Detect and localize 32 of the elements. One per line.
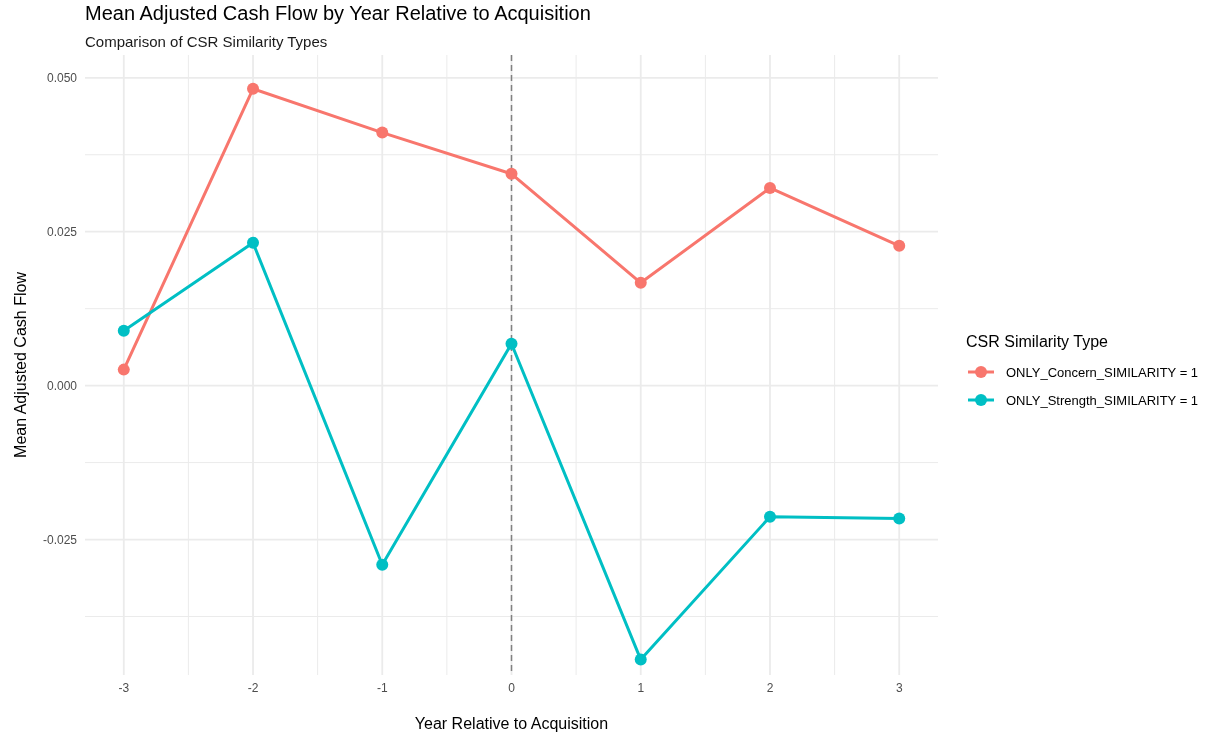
point	[634, 653, 647, 666]
y-tick-label: 0.025	[46, 224, 78, 239]
point	[763, 510, 776, 523]
x-axis-title: Year Relative to Acquisition	[414, 715, 609, 732]
point	[505, 337, 518, 350]
legend-label: ONLY_Concern_SIMILARITY = 1	[1006, 364, 1199, 380]
point	[117, 363, 130, 376]
point	[376, 126, 389, 139]
chart-title: Mean Adjusted Cash Flow by Year Relative to Acquisition	[85, 2, 591, 24]
y-tick-label: -0.025	[42, 532, 78, 547]
x-tick-label: -3	[118, 681, 130, 695]
chart-subtitle: Comparison of CSR Similarity Types	[85, 33, 328, 50]
point	[893, 239, 906, 252]
point	[763, 181, 776, 194]
legend-label: ONLY_Strength_SIMILARITY = 1	[1006, 392, 1199, 408]
x-tick-label: 1	[637, 681, 645, 695]
point	[634, 276, 647, 289]
point	[893, 512, 906, 525]
point	[247, 82, 260, 95]
y-tick-label: 0.000	[46, 378, 78, 393]
x-tick-label: 2	[766, 681, 774, 695]
point	[247, 236, 260, 249]
x-tick-label: 0	[508, 681, 516, 695]
x-tick-label: 3	[895, 681, 903, 695]
y-axis-title: Mean Adjusted Cash Flow	[12, 271, 29, 458]
x-tick-label: -2	[247, 681, 259, 695]
point	[376, 558, 389, 571]
y-tick-label: 0.050	[46, 70, 78, 85]
point	[505, 167, 518, 180]
legend-title: CSR Similarity Type	[966, 333, 1109, 350]
x-tick-label: -1	[376, 681, 388, 695]
point	[117, 324, 130, 337]
